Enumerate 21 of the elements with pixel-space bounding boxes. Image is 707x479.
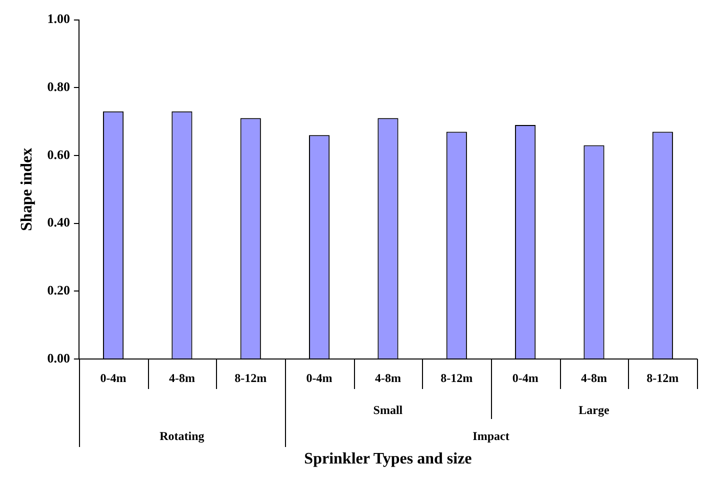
x-tick-label: 4-8m xyxy=(374,371,401,386)
y-tick-label: 1.00 xyxy=(47,11,70,26)
text: Small xyxy=(373,403,404,418)
x-tick-label: 8-12m xyxy=(234,371,267,386)
y-tick-label: 0.20 xyxy=(47,282,70,298)
y-tick-label: 0.00 xyxy=(47,350,70,366)
x-tick-label: 8-12m xyxy=(440,371,473,386)
y-tick-label: 0.80 xyxy=(47,79,70,94)
x-tick-label: 8-12m xyxy=(646,371,679,386)
x-axis-title: Sprinkler Types and size xyxy=(304,450,472,468)
x-tick-label: 4-8m xyxy=(580,371,607,386)
y-tick-label: 0.40 xyxy=(47,214,70,230)
y-tick-label: 0.60 xyxy=(47,146,70,162)
text: Impact xyxy=(472,429,510,444)
x-tick-label: 0-4m xyxy=(512,371,538,386)
x-tick-label: 0-4m xyxy=(100,371,126,386)
text: Large xyxy=(578,403,610,418)
x-tick-label: 4-8m xyxy=(168,371,195,386)
y-axis-title: Shape index xyxy=(18,148,36,231)
x-tick-label: 0-4m xyxy=(306,371,332,386)
text: Rotating xyxy=(160,429,204,444)
